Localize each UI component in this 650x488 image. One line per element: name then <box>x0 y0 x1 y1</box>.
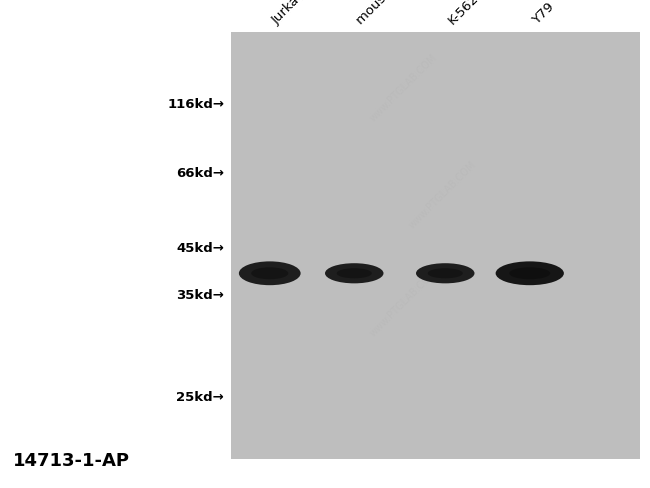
Text: 66kd→: 66kd→ <box>176 167 224 180</box>
Text: mouse heart: mouse heart <box>354 0 423 27</box>
Text: www.PTGLAB.COM: www.PTGLAB.COM <box>367 267 439 338</box>
Text: Y79: Y79 <box>530 0 556 27</box>
Ellipse shape <box>337 268 372 278</box>
Text: 45kd→: 45kd→ <box>176 243 224 255</box>
Ellipse shape <box>325 263 384 284</box>
Text: Jurkat: Jurkat <box>270 0 306 27</box>
Ellipse shape <box>416 263 474 284</box>
Text: 25kd→: 25kd→ <box>177 391 224 404</box>
Ellipse shape <box>495 262 564 285</box>
Text: K-562: K-562 <box>445 0 481 27</box>
Ellipse shape <box>251 267 288 279</box>
Ellipse shape <box>239 262 300 285</box>
Text: 116kd→: 116kd→ <box>167 99 224 111</box>
Text: www.PTGLAB.COM: www.PTGLAB.COM <box>367 52 439 123</box>
Ellipse shape <box>510 267 550 279</box>
Text: 14713-1-AP: 14713-1-AP <box>13 452 130 470</box>
Text: 35kd→: 35kd→ <box>176 289 224 302</box>
Text: www.PTGLAB.COM: www.PTGLAB.COM <box>406 160 478 231</box>
Ellipse shape <box>428 268 463 278</box>
Bar <box>231 32 640 459</box>
